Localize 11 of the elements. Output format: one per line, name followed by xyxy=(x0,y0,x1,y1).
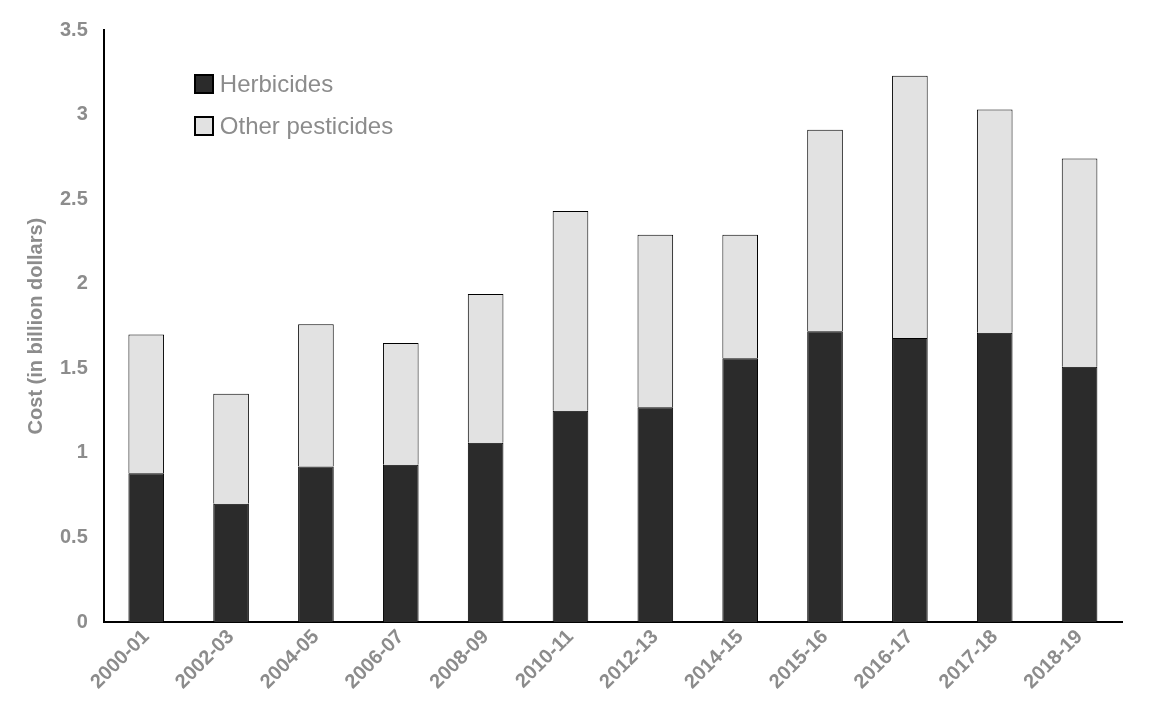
y-tick-label: 3.5 xyxy=(59,17,88,40)
y-tick-label: 3 xyxy=(76,102,88,125)
y-tick-label: 2.5 xyxy=(59,186,88,209)
y-tick-label: 0 xyxy=(76,609,88,632)
y-tick-label: 1 xyxy=(76,440,88,463)
y-tick-label: 2 xyxy=(76,271,88,294)
y-tick-label: 0.5 xyxy=(59,525,88,548)
legend-label: Other pesticides xyxy=(219,112,394,140)
y-tick-label: 1.5 xyxy=(59,355,88,378)
y-axis-title: Cost (in billion dollars) xyxy=(23,217,46,435)
legend-label: Herbicides xyxy=(219,70,334,98)
